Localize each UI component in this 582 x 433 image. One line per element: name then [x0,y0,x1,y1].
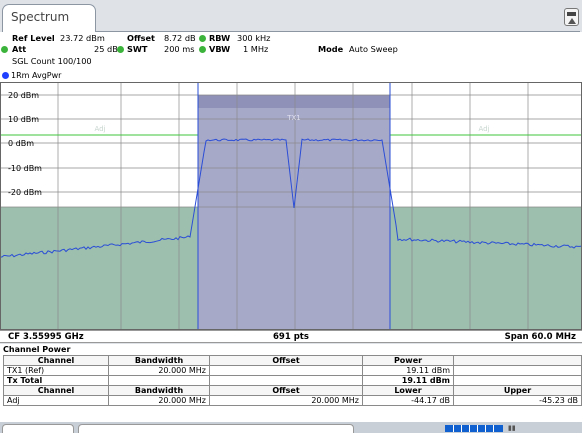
y-axis-label: 20 dBm [8,91,39,100]
col-bandwidth-2: Bandwidth [108,385,210,396]
span-value: Span 60.0 MHz [504,332,576,342]
bottom-tab-2[interactable] [78,424,354,433]
swt-dot-icon [117,44,127,55]
sgl-count: SGL Count 100/100 [12,56,92,66]
tx-power: 19.11 dBm [362,365,454,376]
trace-indicator-icon [2,72,9,79]
tx-offset [209,365,363,376]
swt-value[interactable]: 200 ms [164,44,195,54]
bottom-status-bar: ▮▮ [0,422,582,433]
adj-channel: Adj [3,395,109,406]
sweep-progress-bar [445,425,503,432]
adj-upper: -45.23 dB [453,395,582,406]
channel-power-table-panel: Channel Power Channel Bandwidth Offset P… [0,344,582,422]
status-indicator-icon: ▮▮ [508,424,516,432]
table-row: Tx Total 19.11 dBm [3,375,582,386]
battery-icon[interactable] [564,8,579,26]
y-axis-label: -10 dBm [8,164,42,173]
tx-empty [453,365,582,376]
tx1-label: TX1 [286,114,301,122]
col-offset: Offset [209,355,363,366]
sweep-points: 691 pts [273,332,309,342]
rbw-value[interactable]: 300 kHz [237,33,271,43]
y-axis-label: -20 dBm [8,188,42,197]
table-header-row: Channel Bandwidth Offset Power [3,355,582,366]
offset-label: Offset [127,33,155,43]
tx-channel: TX1 (Ref) [3,365,109,376]
rbw-dot-icon [199,33,209,44]
tx-total-label: Tx Total [3,375,109,386]
y-axis-label: 10 dBm [8,115,39,124]
tx-total-empty-2 [209,375,363,386]
col-power: Power [362,355,454,366]
col-empty [453,355,582,366]
bottom-tab-1[interactable] [2,424,74,433]
adj-upper-label: Adj [478,125,489,133]
ref-level-value[interactable]: 23.72 dBm [60,33,105,43]
att-dot-icon [1,44,11,55]
vbw-value[interactable]: 1 MHz [243,44,269,54]
ref-level-label: Ref Level [12,33,55,43]
tx-total-empty-3 [453,375,582,386]
adj-offset: 20.000 MHz [209,395,363,406]
adj-bandwidth: 20.000 MHz [108,395,210,406]
vbw-dot-icon [199,44,209,55]
adj-lower-channel-band [0,207,198,330]
swt-label: SWT [127,44,148,54]
adj-lower: -44.17 dB [362,395,454,406]
tab-divider [96,31,580,32]
tx1-channel-top-band [198,95,390,108]
rbw-label: RBW [209,33,231,43]
mode-value[interactable]: Auto Sweep [349,44,398,54]
tab-spectrum-label: Spectrum [11,10,70,24]
warning-triangle-icon [568,18,576,24]
att-label: Att [12,44,27,54]
col-lower: Lower [362,385,454,396]
table-row: Adj 20.000 MHz 20.000 MHz -44.17 dB -45.… [3,395,582,406]
plot-footer: CF 3.55995 GHz 691 pts Span 60.0 MHz [0,330,582,343]
trace-label-row: 1Rm AvgPwr [0,70,582,82]
battery-level-icon [567,12,576,16]
channel-power-table: Channel Bandwidth Offset Power TX1 (Ref)… [3,355,582,406]
adj-upper-channel-band [390,207,582,330]
table-row: TX1 (Ref) 20.000 MHz 19.11 dBm [3,365,582,376]
avgpwr-trace [0,138,582,258]
tx1-channel-band [198,95,390,330]
col-channel: Channel [3,355,109,366]
adj-lower-label: Adj [94,125,105,133]
spectrum-plot-svg: 20 dBm 10 dBm 0 dBm -10 dBm -20 dBm TX1 Adj Adj [0,82,582,330]
tx-total-power: 19.11 dBm [362,375,454,386]
measurement-settings-header: Ref Level 23.72 dBm Offset 8.72 dB RBW 3… [0,32,582,70]
table-header-row: Channel Bandwidth Offset Lower Upper [3,385,582,396]
col-upper: Upper [453,385,582,396]
channel-power-title: Channel Power [3,345,71,354]
tx-bandwidth: 20.000 MHz [108,365,210,376]
tab-spectrum[interactable]: Spectrum [2,4,96,32]
offset-value[interactable]: 8.72 dB [164,33,196,43]
mode-label: Mode [318,44,344,54]
y-axis-label: 0 dBm [8,139,34,148]
trace-label: 1Rm AvgPwr [11,71,62,80]
vbw-label: VBW [209,44,231,54]
col-offset-2: Offset [209,385,363,396]
col-channel-2: Channel [3,385,109,396]
tx-total-empty-1 [108,375,210,386]
spectrum-plot[interactable]: 20 dBm 10 dBm 0 dBm -10 dBm -20 dBm TX1 Adj Adj [0,82,582,330]
att-value[interactable]: 25 dB [94,44,118,54]
col-bandwidth: Bandwidth [108,355,210,366]
center-frequency: CF 3.55995 GHz [8,332,84,342]
